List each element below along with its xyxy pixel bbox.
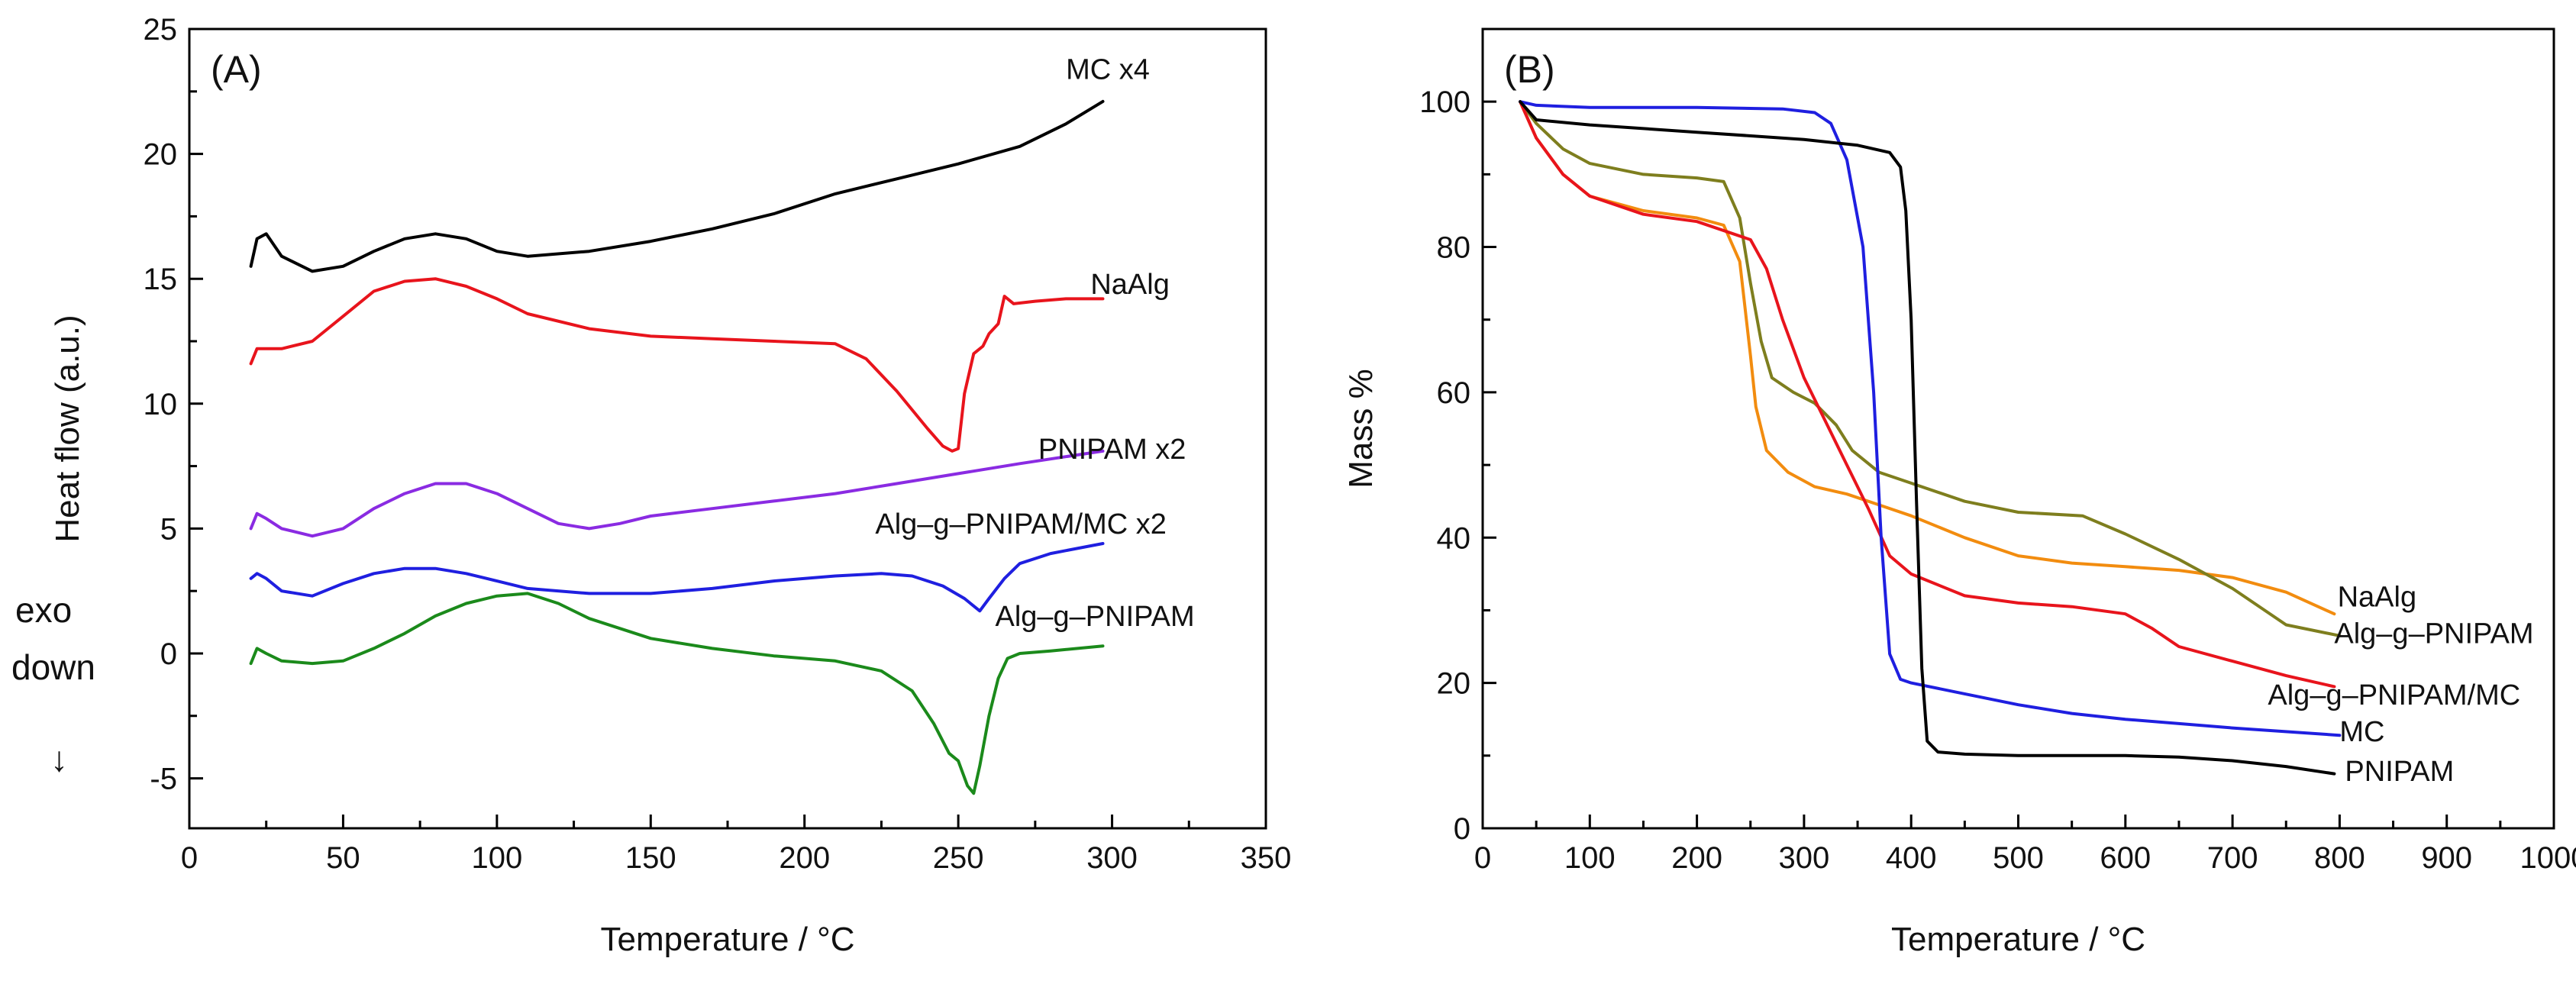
series-line xyxy=(249,449,1105,538)
series-label: PNIPAM x2 xyxy=(1038,434,1186,466)
x-tick-label: 800 xyxy=(2314,841,2365,875)
panel-a-y-axis-title: Heat flow (a.u.) xyxy=(49,315,86,542)
x-tick-label: 0 xyxy=(1474,841,1491,875)
x-tick-label: 250 xyxy=(933,841,984,875)
x-tick-label: 150 xyxy=(625,841,676,875)
x-tick-label: 500 xyxy=(1993,841,2044,875)
y-tick-label: 40 xyxy=(1437,521,1471,555)
y-tick-label: 0 xyxy=(160,637,177,671)
y-tick-label: -5 xyxy=(150,763,177,796)
series-label: NaAlg xyxy=(1090,269,1170,301)
panel-b-y-axis-title: Mass % xyxy=(1342,369,1380,488)
x-tick-label: 700 xyxy=(2207,841,2258,875)
x-tick-label: 100 xyxy=(1564,841,1616,875)
y-tick-label: 100 xyxy=(1419,85,1470,119)
series-line xyxy=(1519,100,2336,616)
series-line xyxy=(1519,100,2336,689)
y-tick-label: 25 xyxy=(144,13,178,47)
series-line xyxy=(1519,100,2342,637)
x-tick-label: 200 xyxy=(1671,841,1722,875)
series-label: Alg–g–PNIPAM/MC xyxy=(2268,679,2520,711)
y-tick-label: 80 xyxy=(1437,231,1471,265)
x-tick-label: 350 xyxy=(1241,841,1292,875)
exo-label: exo xyxy=(15,590,72,630)
series-line xyxy=(249,277,1105,453)
x-tick-label: 400 xyxy=(1886,841,1937,875)
y-tick-label: 5 xyxy=(160,512,177,546)
y-tick-label: 0 xyxy=(1454,812,1470,846)
x-tick-label: 300 xyxy=(1086,841,1138,875)
series-label: Alg–g–PNIPAM/MC x2 xyxy=(875,508,1167,540)
panel-b-series-layer: NaAlg Alg–g–PNIPAM Alg–g–PNIPAM/MC MC PNIPAM xyxy=(1519,100,2534,788)
x-tick-label: 300 xyxy=(1779,841,1830,875)
panel-a-label: (A) xyxy=(211,48,262,91)
y-tick-label: 60 xyxy=(1437,376,1471,410)
panel-a-plot-frame xyxy=(188,27,1267,830)
y-tick-label: 15 xyxy=(144,263,178,296)
panel-a-ticks: 0 50 100 150 200 250 300 350 -5 0 5 10 15 20 25 xyxy=(144,13,1292,875)
panel-b-x-axis-title: Temperature / °C xyxy=(1891,921,2145,958)
panel-a-x-axis-title: Temperature / °C xyxy=(600,921,854,958)
series-line xyxy=(249,99,1105,273)
x-tick-label: 0 xyxy=(181,841,198,875)
series-label: PNIPAM xyxy=(2345,756,2454,788)
series-line xyxy=(249,542,1105,613)
series-line xyxy=(1519,100,2336,776)
series-label: Alg–g–PNIPAM xyxy=(995,601,1194,633)
down-label: down xyxy=(11,647,95,687)
y-tick-label: 20 xyxy=(1437,667,1471,701)
x-tick-label: 200 xyxy=(779,841,830,875)
exo-down-arrow-icon: ↓ xyxy=(50,739,68,779)
series-label: MC x4 xyxy=(1066,53,1150,85)
panel-b-label: (B) xyxy=(1504,48,1555,91)
series-label: MC xyxy=(2339,716,2384,748)
x-tick-label: 600 xyxy=(2100,841,2151,875)
x-tick-label: 100 xyxy=(471,841,522,875)
y-tick-label: 20 xyxy=(144,138,178,172)
x-tick-label: 50 xyxy=(326,841,360,875)
y-tick-label: 10 xyxy=(144,388,178,421)
series-label: Alg–g–PNIPAM xyxy=(2334,618,2533,650)
panel-a-series-layer: MC x4 NaAlg PNIPAM x2 Alg–g–PNIPAM/MC x2 Alg… xyxy=(249,53,1195,795)
series-label: NaAlg xyxy=(2338,582,2417,614)
panel-b-tga-chart: NaAlg Alg–g–PNIPAM Alg–g–PNIPAM/MC MC PNIPAM… xyxy=(1342,27,2576,958)
series-line xyxy=(1519,100,2342,737)
series-line xyxy=(249,592,1105,795)
panel-a-dsc-chart: MC x4 NaAlg PNIPAM x2 Alg–g–PNIPAM/MC x2 Alg… xyxy=(11,13,1291,958)
x-tick-label: 900 xyxy=(2421,841,2472,875)
